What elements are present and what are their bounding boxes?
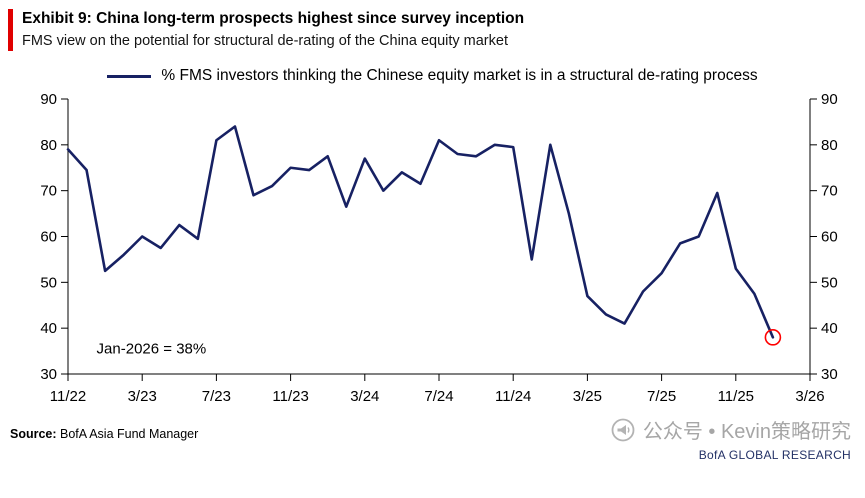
svg-text:3/25: 3/25 [573,388,602,405]
svg-text:7/24: 7/24 [424,388,453,405]
legend-label: % FMS investors thinking the Chinese equ… [161,67,758,84]
exhibit-footer: Source: BofA Asia Fund Manager 公众号 • Kev… [0,413,865,462]
svg-text:70: 70 [40,183,57,200]
wechat-official-account-icon [611,418,635,442]
legend: % FMS investors thinking the Chinese equ… [0,67,865,85]
exhibit-subtitle: FMS view on the potential for structural… [22,32,508,49]
exhibit-header: Exhibit 9: China long-term prospects hig… [0,0,865,51]
svg-text:Jan-2026 = 38%: Jan-2026 = 38% [97,340,207,357]
watermark-text: 公众号 • Kevin策略研究 [642,421,851,443]
svg-text:50: 50 [40,274,57,291]
svg-text:7/25: 7/25 [647,388,676,405]
svg-text:7/23: 7/23 [202,388,231,405]
watermark: 公众号 • Kevin策略研究 [611,415,851,444]
svg-text:30: 30 [821,366,838,383]
source-note: Source: BofA Asia Fund Manager [10,427,198,441]
svg-text:11/22: 11/22 [50,388,86,405]
svg-text:3/24: 3/24 [350,388,379,405]
footer-right: 公众号 • Kevin策略研究 BofA GLOBAL RESEARCH [611,415,851,462]
legend-line-swatch [107,74,152,78]
svg-text:50: 50 [821,274,838,291]
svg-text:40: 40 [40,320,57,337]
svg-text:11/25: 11/25 [718,388,754,405]
svg-text:90: 90 [40,91,57,108]
exhibit-title: Exhibit 9: China long-term prospects hig… [22,10,525,27]
line-chart-canvas: 30 30 40 40 50 50 60 60 70 70 80 80 90 90 11/22 3/23 7/2… [40,91,838,405]
svg-text:11/23: 11/23 [272,388,308,405]
svg-text:40: 40 [821,320,838,337]
svg-text:60: 60 [40,229,57,246]
source-text: BofA Asia Fund Manager [56,427,199,441]
svg-text:70: 70 [821,183,838,200]
source-label: Source: [10,427,57,441]
svg-text:3/23: 3/23 [128,388,157,405]
svg-text:80: 80 [40,137,57,154]
svg-text:90: 90 [821,91,838,108]
title-accent-bar [8,9,13,51]
svg-text:11/24: 11/24 [495,388,531,405]
title-block: Exhibit 9: China long-term prospects hig… [22,9,524,51]
svg-text:3/26: 3/26 [795,388,824,405]
bofa-global-research-label: BofA GLOBAL RESEARCH [698,448,851,462]
svg-text:80: 80 [821,137,838,154]
svg-text:30: 30 [40,366,57,383]
svg-text:60: 60 [821,229,838,246]
